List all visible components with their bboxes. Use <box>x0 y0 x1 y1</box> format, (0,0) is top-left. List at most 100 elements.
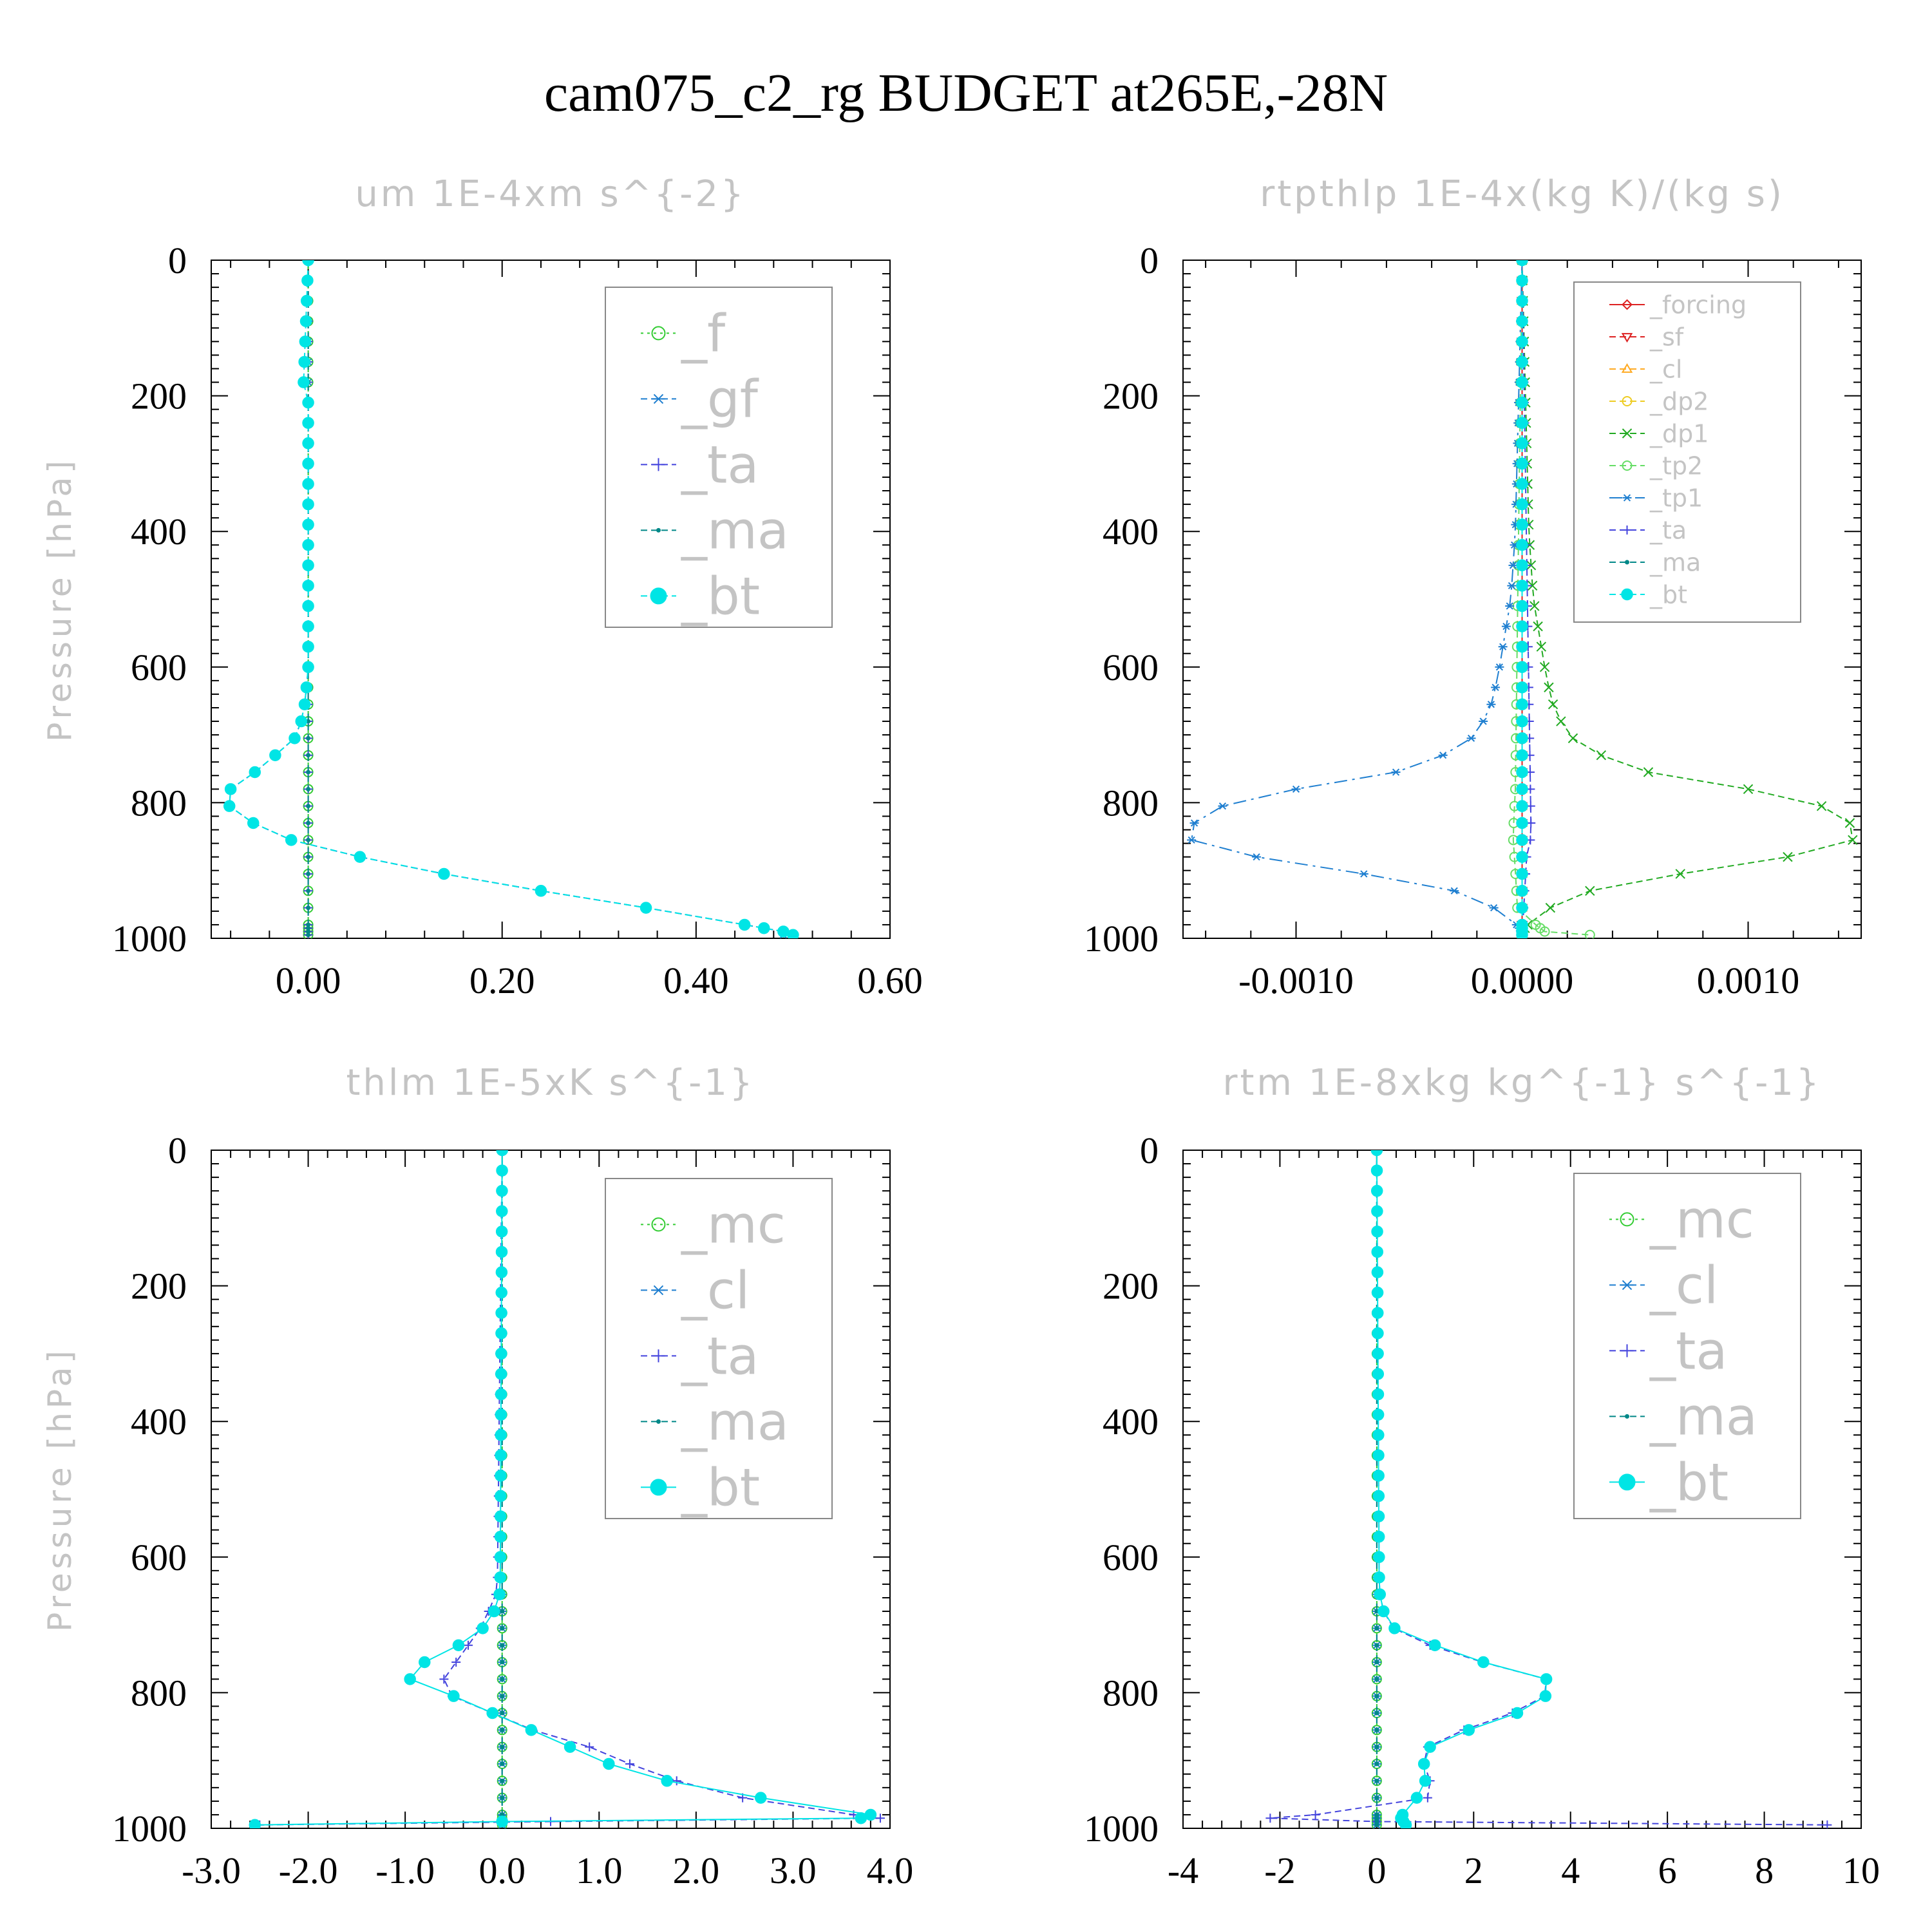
series-dp1-point <box>1527 580 1538 591</box>
series-bt-point <box>1516 885 1528 897</box>
y-tick-label: 200 <box>1103 1265 1159 1307</box>
series-dp1-point <box>1816 800 1827 811</box>
series-dp1-point <box>1533 621 1543 632</box>
legend-label: _tp2 <box>1649 451 1703 480</box>
series-bt-point <box>1374 1588 1386 1600</box>
panel-rtpthlp: rtpthlp 1E-4x(kg K)/(kg s) Pressure [hPa]… <box>41 173 1862 1001</box>
legend-entry: _ta <box>1609 1321 1727 1381</box>
series-dp1-point <box>1596 750 1607 761</box>
series-bt-point <box>496 1205 508 1218</box>
series-bt-point <box>493 1588 506 1600</box>
series-bt-point <box>496 1184 508 1197</box>
series-bt-point <box>1516 867 1528 880</box>
x-tick-label: 0.20 <box>469 960 535 1001</box>
series-bt-point <box>1516 294 1528 307</box>
series-tp1-point <box>1508 562 1518 569</box>
x-tick-label: -3.0 <box>182 1850 241 1891</box>
series-bt-point <box>302 559 314 572</box>
series-ma-point <box>500 1778 505 1783</box>
series-ma-point <box>306 888 311 893</box>
series-bt-point <box>495 1307 507 1319</box>
series-bt-point <box>404 1673 416 1685</box>
series-bt-point <box>1372 1510 1385 1522</box>
series-bt-point <box>1516 661 1528 674</box>
y-tick-label: 400 <box>1103 1401 1159 1443</box>
series-bt-point <box>1371 1266 1384 1278</box>
series-bt-point <box>1516 336 1528 348</box>
series-ma-point <box>306 786 311 791</box>
legend-label: _ta <box>681 1326 759 1386</box>
series-bt-point <box>1370 1184 1383 1197</box>
series-bt-point <box>1516 457 1528 470</box>
series-ta-point <box>1423 1793 1432 1803</box>
x-tick-label: 0.0010 <box>1697 960 1800 1001</box>
series-bt <box>223 260 799 938</box>
series-bt-point <box>452 1639 465 1651</box>
y-tick-label: 1000 <box>1084 1808 1159 1850</box>
series-bt-point <box>285 834 298 846</box>
series-bt-point <box>525 1724 538 1736</box>
series-bt-point <box>1540 1673 1553 1685</box>
figure-title: cam075_c2_rg BUDGET at265E,-28N <box>544 63 1388 123</box>
y-tick-label: 800 <box>131 782 187 824</box>
series-bt-point <box>1399 1819 1412 1828</box>
series-dp1-point <box>1675 869 1685 879</box>
legend-label: _cl <box>681 1260 750 1320</box>
y-tick-label: 200 <box>1103 375 1159 417</box>
series-bt-point <box>302 640 314 653</box>
series-bt-point <box>1371 1286 1384 1299</box>
series-bt-point <box>661 1775 673 1787</box>
series-tp1-point <box>1291 785 1301 793</box>
series-bt-point <box>1372 1490 1385 1502</box>
series-ta-point <box>875 1814 885 1823</box>
series-bt-point <box>738 918 751 931</box>
series-tp1-line <box>1191 260 1523 935</box>
series-bt-point <box>269 749 281 761</box>
legend-entry: _cl <box>1609 355 1682 383</box>
series-bt-point <box>300 681 313 694</box>
series-dp1-point <box>1556 716 1566 726</box>
legend-label: _ta <box>1649 1321 1727 1381</box>
series-ma-point <box>1374 1625 1379 1631</box>
x-tick-label: 3.0 <box>770 1850 817 1891</box>
series-tp1-point <box>1498 643 1508 650</box>
legend-entry: _mc <box>1609 1189 1754 1249</box>
series-bt-point <box>1516 715 1528 728</box>
series-ma-point <box>1374 1795 1379 1801</box>
series-bt-point <box>302 539 314 551</box>
series-ma-point <box>500 1625 505 1631</box>
series-bt-point <box>1511 1707 1524 1719</box>
series-bt-point <box>1516 749 1528 761</box>
y-tick-label: 0 <box>168 1130 187 1171</box>
series-tp1-point <box>1507 582 1517 590</box>
x-tick-label: -1.0 <box>375 1850 435 1891</box>
series-bt-point <box>495 1408 507 1421</box>
y-tick-label: 0 <box>1140 1130 1159 1171</box>
series-bt-point <box>1370 1150 1383 1157</box>
series-bt-point <box>1373 1571 1385 1584</box>
legend-marker <box>1622 428 1633 439</box>
legend-box <box>1573 281 1801 623</box>
series-tp2-point <box>1584 929 1595 938</box>
legend-label: _dp1 <box>1649 419 1709 448</box>
legend-entry: _ta <box>1609 516 1687 544</box>
series-bt-point <box>495 1429 507 1441</box>
series-bt-point <box>1373 1551 1385 1564</box>
legend-marker <box>1621 363 1633 373</box>
series-ma-point <box>1374 1676 1379 1681</box>
series-dp1-point <box>1643 767 1654 777</box>
series-dp1-point <box>1783 851 1793 862</box>
legend-entry: _f <box>641 303 726 363</box>
series-ta-point <box>585 1742 594 1752</box>
legend-entry: _tp2 <box>1609 451 1703 480</box>
series-ma-point <box>1374 1778 1379 1783</box>
series-bt-point <box>1516 600 1528 612</box>
legend-marker <box>1620 1344 1634 1358</box>
series-bt-point <box>1516 315 1528 328</box>
legend-marker <box>1621 588 1633 601</box>
series-bt-point <box>1417 1757 1430 1770</box>
series-bt-point <box>1419 1775 1432 1787</box>
series-tp1-point <box>1491 683 1501 691</box>
legend-entry: _ma <box>1609 548 1701 576</box>
series-ta-point <box>1823 1820 1832 1828</box>
